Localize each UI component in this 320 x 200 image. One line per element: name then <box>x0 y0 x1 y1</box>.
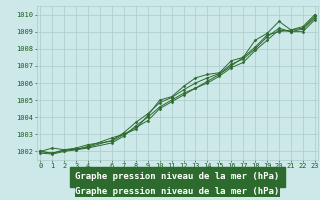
Text: Graphe pression niveau de la mer (hPa): Graphe pression niveau de la mer (hPa) <box>76 188 280 196</box>
X-axis label: Graphe pression niveau de la mer (hPa): Graphe pression niveau de la mer (hPa) <box>76 172 280 181</box>
